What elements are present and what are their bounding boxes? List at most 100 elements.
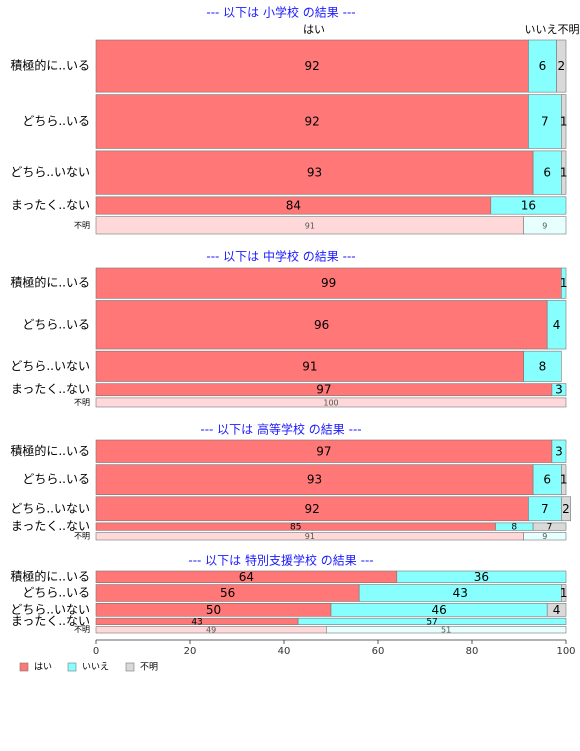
bar-segment-no [297,617,567,625]
data-label: 6 [539,59,547,73]
data-label: 85 [290,523,301,533]
panel-title: --- 以下は 高等学校 の結果 --- [200,422,361,437]
bar-segment-no [523,532,567,541]
x-tick-label: 20 [184,646,197,657]
legend-swatch-no [67,662,77,672]
bar-segment-no [528,496,562,522]
bar-segment-yes [95,350,525,382]
row-label: 積極的に..いる [10,275,90,290]
data-label: 97 [316,383,331,397]
row-label: まったく..ない [11,382,90,396]
row-label: どちら..いる [22,114,90,128]
row-label: どちら..いない [10,501,90,515]
bar-segment-no [528,39,557,93]
data-label: 6 [543,473,551,487]
data-label: 93 [307,473,322,487]
row-label: まったく..ない [11,198,90,212]
data-label: 46 [431,603,446,617]
data-label: 92 [305,115,320,129]
x-tick-label: 100 [556,646,575,657]
bar-segment-no [551,383,567,397]
data-label: 3 [555,444,563,458]
bar-segment-yes [95,39,529,93]
data-label: 9 [542,532,547,541]
row-label: どちら..いない [10,602,90,616]
data-label: 8 [511,523,517,533]
bar-segment-unknown [546,603,567,617]
data-label: 8 [539,359,547,373]
data-label: 36 [474,570,489,584]
row-label: どちら..いる [22,586,90,600]
data-label: 9 [542,221,547,230]
x-tick-label: 80 [466,646,479,657]
row-label: どちら..いる [22,472,90,486]
row-label: 積極的に..いる [10,568,90,583]
bar-segment-yes [95,300,548,350]
row-label: どちら..いない [10,359,90,373]
data-label: 6 [543,166,551,180]
bar-segment-no [325,626,567,634]
data-label: 1 [560,166,568,180]
data-label: 100 [323,398,338,407]
bar-segment-unknown [560,150,567,195]
x-tick-label: 60 [372,646,385,657]
row-label: 積極的に..いる [10,443,90,458]
data-label: 7 [541,502,549,516]
bar-segment-yes [95,267,562,299]
panel-title: --- 以下は 中学校 の結果 --- [206,249,355,264]
data-label: 43 [453,586,468,600]
bar-segment-unknown [560,464,567,495]
data-label: 57 [426,617,437,627]
bar-segment-unknown [532,522,567,531]
bar-segment-no [546,300,567,350]
row-label: まったく..ない [11,614,90,628]
data-label: 56 [220,586,235,600]
data-label: 96 [314,318,329,332]
row-label: どちら..いる [22,317,90,331]
bar-segment-unknown [560,94,567,149]
data-label: 4 [553,603,561,617]
data-label: 49 [206,626,216,635]
bar-segment-no [490,196,567,215]
data-label: 3 [555,383,563,397]
row-label: どちら..いない [10,165,90,179]
row-label: 不明 [74,532,90,541]
data-label: 92 [305,59,320,73]
bar-segment-no [551,439,567,463]
data-label: 2 [557,59,565,73]
column-label-no-unknown: いいえ不明 [525,23,580,36]
data-label: 16 [521,198,536,212]
legend-label-no: いいえ [82,662,109,673]
row-label: 不明 [74,398,90,407]
data-label: 7 [541,115,549,129]
data-label: 1 [560,473,568,487]
legend-swatch-unknown [125,662,135,672]
data-label: 64 [239,570,254,584]
data-label: 1 [560,115,568,129]
bar-segment-yes [95,464,534,495]
data-label: 4 [553,318,561,332]
legend-label-unknown: 不明 [140,662,158,673]
bar-segment-yes [95,150,534,195]
data-label: 51 [441,626,451,635]
bar-segment-unknown [560,496,571,522]
row-label: 不明 [74,221,90,230]
data-label: 91 [302,359,317,373]
data-label: 92 [305,502,320,516]
x-tick-label: 0 [93,646,99,657]
data-label: 91 [305,221,315,230]
bar-segment-no [532,150,562,195]
data-label: 93 [307,166,322,180]
data-label: 99 [321,276,336,290]
bar-segment-no [523,216,567,235]
bar-segment-no [560,267,567,299]
bar-segment-no [532,464,562,495]
data-label: 84 [286,198,301,212]
data-label: 2 [562,502,570,516]
x-tick-label: 40 [278,646,291,657]
data-label: 91 [305,532,315,541]
legend-label-yes: はい [34,662,52,673]
row-label: 積極的に..いる [10,58,90,73]
